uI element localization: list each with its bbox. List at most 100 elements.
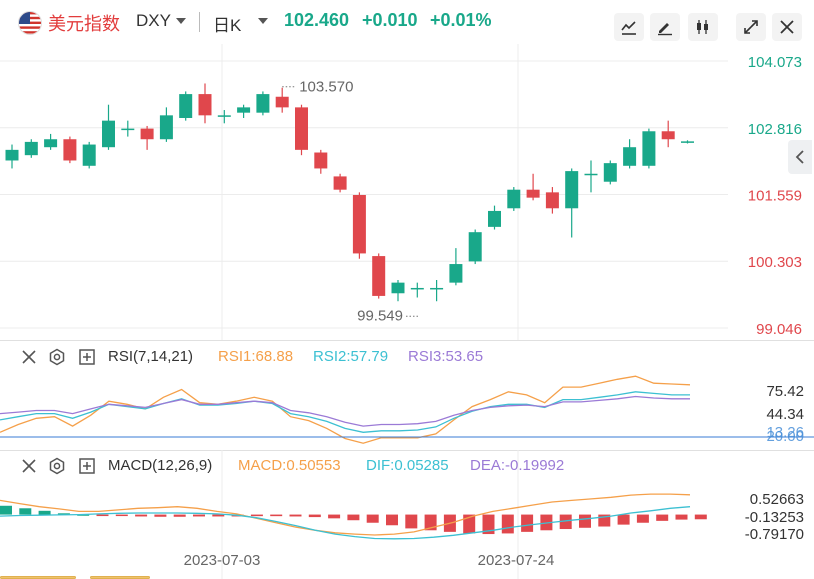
dea-label: DEA:-0.19992 bbox=[470, 457, 565, 474]
x-axis-label: 2023-07-03 bbox=[184, 552, 261, 569]
remove-indicator-icon[interactable] bbox=[20, 457, 38, 475]
candle-body bbox=[603, 163, 617, 182]
macd-histogram-bar bbox=[579, 514, 591, 528]
candlestick-chart[interactable]: 104.073 102.816 101.559 100.303 99.046 103.5… bbox=[0, 44, 814, 340]
macd-y-label: -0.13253 bbox=[745, 509, 804, 526]
macd-histogram-bar bbox=[270, 514, 283, 517]
candle-body bbox=[44, 139, 58, 148]
macd-histogram-bar bbox=[96, 514, 109, 517]
candle-body bbox=[623, 147, 637, 166]
rsi-y-label: 20.00 bbox=[766, 428, 804, 445]
candle-body bbox=[237, 107, 251, 113]
settings-icon[interactable] bbox=[48, 457, 66, 475]
candle-body bbox=[584, 173, 598, 176]
candle-body bbox=[179, 94, 193, 118]
line-chart-icon bbox=[621, 21, 636, 35]
candle-body bbox=[198, 94, 212, 116]
macd-histogram-bar bbox=[212, 514, 225, 517]
candle-body bbox=[24, 141, 38, 156]
macd-histogram-bar bbox=[289, 514, 302, 517]
macd-histogram-bar bbox=[154, 514, 167, 517]
settings-icon[interactable] bbox=[48, 348, 66, 366]
rsi-y-label: 44.34 bbox=[766, 406, 804, 423]
macd-histogram-bar bbox=[115, 514, 128, 517]
y-axis-label: 104.073 bbox=[748, 54, 802, 71]
macd-histogram-bar bbox=[617, 514, 630, 525]
macd-chart[interactable]: 0.52663-0.13253-0.79170 2023-07-03 2023-0… bbox=[0, 450, 814, 579]
symbol-dropdown-icon[interactable] bbox=[176, 18, 186, 24]
candle-body bbox=[391, 282, 405, 294]
x-axis-label: 2023-07-24 bbox=[478, 552, 555, 569]
period-dropdown-icon[interactable] bbox=[258, 18, 268, 24]
macd-y-label: 0.52663 bbox=[750, 491, 804, 508]
symbol-name[interactable]: 美元指数 bbox=[48, 14, 120, 34]
macd-histogram-bar bbox=[482, 514, 495, 535]
remove-indicator-icon[interactable] bbox=[20, 348, 38, 366]
candle-body bbox=[102, 120, 115, 148]
candle-body bbox=[449, 264, 463, 283]
macd-histogram-bar bbox=[57, 513, 70, 515]
pencil-icon bbox=[658, 23, 672, 36]
macd-histogram-bar bbox=[328, 514, 341, 519]
y-axis-label: 101.559 bbox=[748, 188, 802, 205]
candlestick-icon bbox=[697, 20, 708, 34]
macd-histogram-bar bbox=[694, 514, 707, 520]
candlestick-button[interactable] bbox=[688, 13, 718, 41]
candle-body bbox=[681, 141, 694, 143]
macd-histogram-bar bbox=[19, 508, 32, 515]
rsi-series-line bbox=[0, 395, 690, 427]
candle-body bbox=[642, 131, 656, 166]
macd-y-label: -0.79170 bbox=[745, 526, 804, 543]
macd-histogram-bar bbox=[636, 514, 649, 523]
candle-body bbox=[275, 96, 289, 108]
add-indicator-icon[interactable] bbox=[78, 457, 96, 475]
rsi-series-line bbox=[0, 375, 691, 444]
macd-histogram-bar bbox=[424, 514, 437, 531]
macd-series-line bbox=[0, 506, 691, 540]
candle-body bbox=[295, 107, 308, 150]
collapse-panel-button[interactable] bbox=[788, 140, 812, 174]
candle-body bbox=[488, 210, 501, 227]
candle-body bbox=[661, 131, 675, 140]
close-button[interactable] bbox=[772, 13, 802, 41]
y-axis-label: 102.816 bbox=[748, 121, 802, 138]
expand-button[interactable] bbox=[736, 13, 766, 41]
macd-histogram-bar bbox=[347, 514, 360, 521]
candle-body bbox=[217, 115, 231, 117]
candle-body bbox=[121, 128, 135, 131]
candle-body bbox=[372, 256, 386, 296]
add-indicator-icon[interactable] bbox=[78, 348, 96, 366]
macd-histogram-bar bbox=[308, 514, 321, 518]
low-annotation: 99.549 bbox=[357, 307, 403, 324]
macd-histogram-bar bbox=[38, 510, 51, 515]
candle-body bbox=[565, 171, 579, 209]
macd-histogram-bar bbox=[0, 505, 12, 515]
symbol-code[interactable]: DXY bbox=[136, 11, 171, 30]
macd-histogram-bar bbox=[135, 514, 148, 517]
macd-histogram-bar bbox=[521, 514, 534, 532]
macd-histogram-bar bbox=[366, 514, 379, 523]
candle-body bbox=[256, 94, 270, 113]
macd-histogram-bar bbox=[656, 514, 669, 521]
macd-label: MACD:0.50553 bbox=[238, 457, 341, 474]
macd-series-line bbox=[0, 493, 691, 536]
candle-body bbox=[333, 176, 347, 190]
close-icon bbox=[780, 20, 794, 34]
rsi-y-label: 13.26 bbox=[766, 424, 804, 441]
high-annotation: 103.570 bbox=[299, 79, 353, 96]
line-chart-button[interactable] bbox=[614, 13, 644, 41]
candle-body bbox=[410, 287, 424, 290]
draw-button[interactable] bbox=[650, 13, 680, 41]
macd-histogram-bar bbox=[463, 514, 476, 534]
macd-histogram-bar bbox=[173, 514, 186, 517]
macd-histogram-bar bbox=[250, 514, 263, 517]
candle-body bbox=[526, 189, 540, 198]
period-selector[interactable]: 日K bbox=[213, 16, 242, 35]
y-axis-label: 99.046 bbox=[756, 321, 802, 338]
expand-icon bbox=[744, 20, 758, 34]
candle-body bbox=[5, 149, 19, 161]
price-change: +0.010 bbox=[362, 10, 418, 30]
macd-histogram-bar bbox=[598, 514, 611, 527]
last-price: 102.460 bbox=[284, 10, 350, 30]
